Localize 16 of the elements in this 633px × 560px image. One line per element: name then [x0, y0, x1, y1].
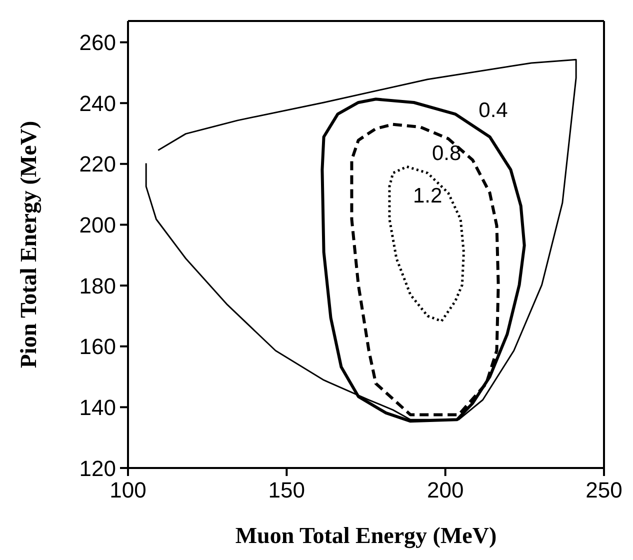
annotation: 1.2 — [412, 184, 442, 208]
y-tick-label: 240 — [79, 90, 116, 116]
annotation: 0.4 — [478, 99, 508, 122]
y-tick-label: 180 — [79, 273, 116, 298]
line-series — [145, 58, 577, 420]
y-axis-title: Pion Total Energy (MeV) — [16, 120, 42, 368]
y-tick-label: 140 — [79, 394, 116, 420]
y-tick-label: 160 — [79, 334, 116, 360]
x-tick-label: 150 — [268, 478, 306, 503]
annotation: 0.8 — [432, 142, 462, 165]
y-tick-label: 220 — [79, 152, 116, 177]
y-tick-label: 200 — [79, 212, 116, 238]
x-tick-label: 200 — [426, 478, 464, 503]
x-tick-label: 250 — [586, 478, 622, 503]
y-tick-label: 260 — [79, 30, 116, 56]
x-axis-title: Muon Total Energy (MeV) — [235, 523, 497, 549]
